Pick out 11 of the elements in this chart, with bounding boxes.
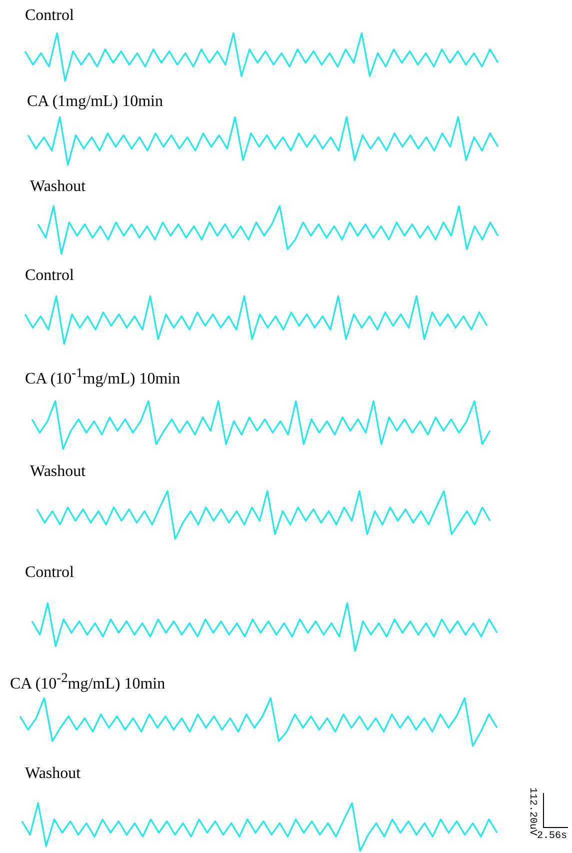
chart-title: CA (10$^{-1}$mg/mL) 10min: [25, 365, 180, 388]
chart-title: Washout: [30, 178, 86, 196]
chart-title: Control: [25, 267, 74, 285]
chart-title: Washout: [25, 765, 81, 783]
chart-title: Control: [25, 7, 74, 25]
chart-title: CA (10$^{-2}$mg/mL) 10min: [10, 670, 166, 694]
text: 112.20uV: [526, 787, 538, 836]
text: 2.56s: [537, 831, 568, 842]
chart-title: Control: [25, 564, 74, 582]
chart-title: CA (1mg/mL) 10min: [27, 93, 163, 111]
chart-title: Washout: [30, 463, 86, 481]
